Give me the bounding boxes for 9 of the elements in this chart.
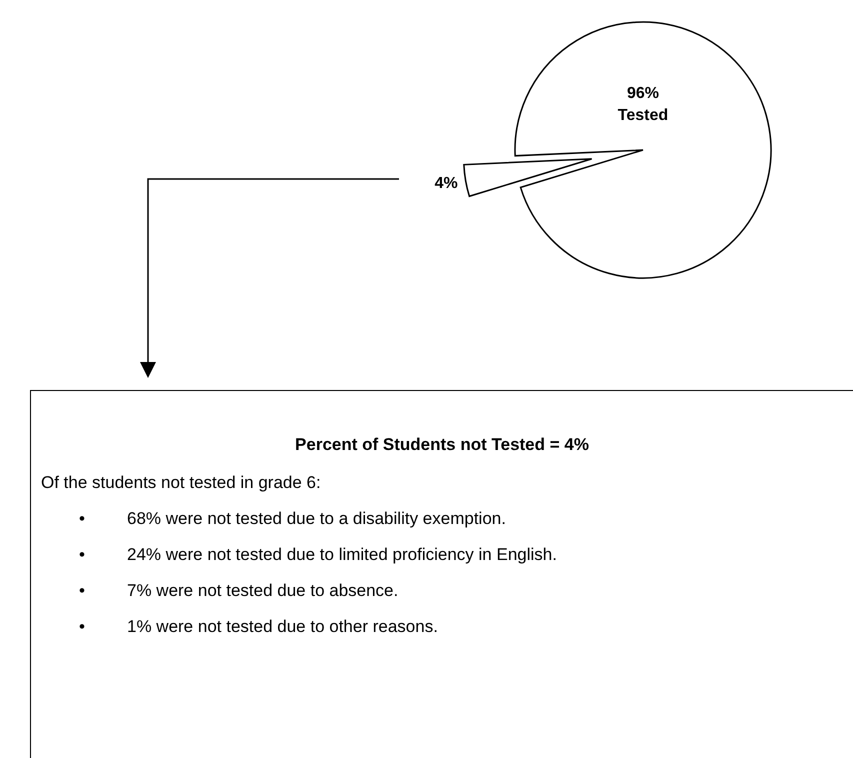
data-label: 96% [626, 85, 660, 102]
text: Of the students not tested in grade 6: [41, 473, 322, 493]
text: • 7% were not tested due to absence. [79, 581, 398, 600]
text: • 24% were not tested due to limited proficiency in English. [79, 545, 557, 564]
slice-label: Tested [618, 107, 668, 124]
text: • 1% were not tested due to other reasons. [79, 617, 438, 636]
text: Percent of Students not Tested = 4% [294, 435, 590, 455]
text: • 68% were not tested due to a disability exemption. [79, 509, 506, 528]
data-label: 4% [434, 175, 458, 192]
